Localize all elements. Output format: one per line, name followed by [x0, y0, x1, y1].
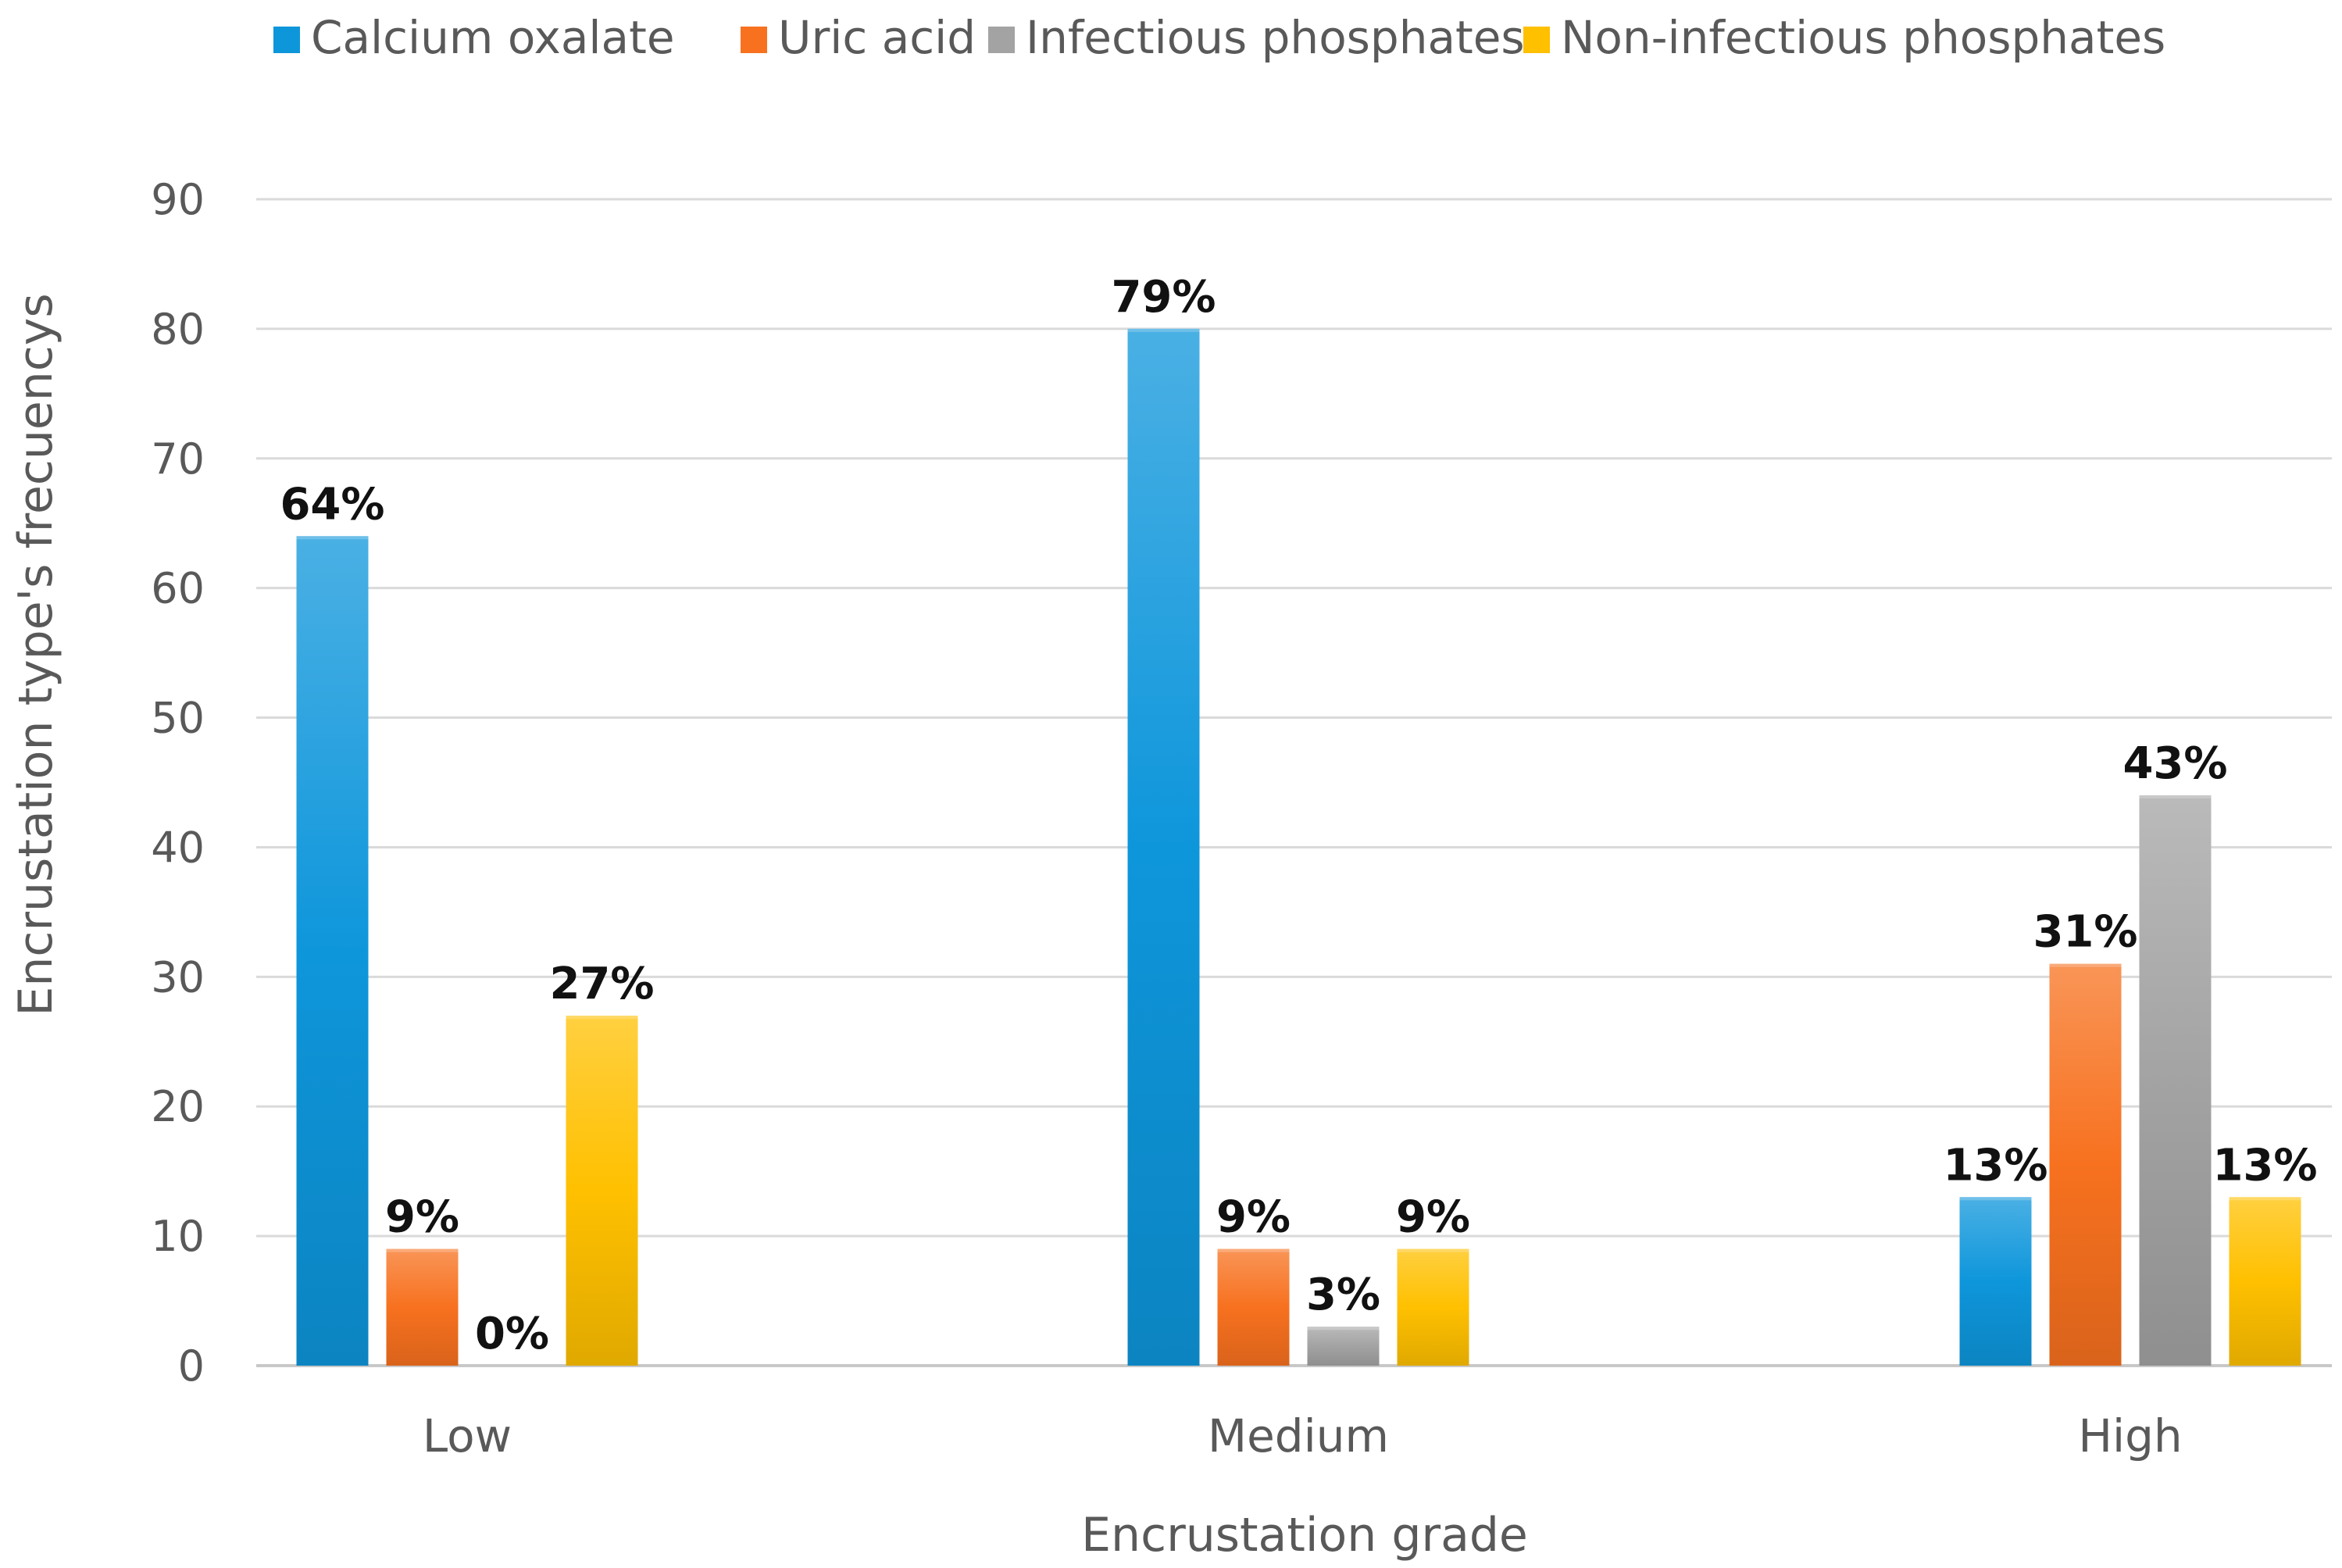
- y-tick-label-70: 70: [151, 434, 205, 484]
- y-axis-title: Encrustation type's frecuencys: [9, 293, 63, 1016]
- bar-medium-non-infectious-phosphates: [1397, 1248, 1469, 1366]
- bar-highlight-low-non-infectious-phosphates: [566, 1016, 638, 1020]
- x-category-label-high: High: [2078, 1409, 2182, 1463]
- y-tick-label-50: 50: [151, 694, 205, 743]
- bar-medium-infectious-phosphates: [1307, 1327, 1380, 1366]
- bar-highlight-low-uric-acid: [386, 1248, 459, 1252]
- bar-low-calcium-oxalate: [296, 536, 369, 1366]
- y-tick-label-40: 40: [151, 823, 205, 872]
- bar-high-infectious-phosphates: [2139, 795, 2212, 1366]
- legend-label-infectious-phosphates: Infectious phosphates: [1026, 11, 1525, 64]
- bar-highlight-high-infectious-phosphates: [2139, 795, 2212, 799]
- data-label-medium-non-infectious-phosphates: 9%: [1396, 1192, 1470, 1243]
- bar-high-uric-acid: [2049, 963, 2122, 1366]
- legend-label-calcium-oxalate: Calcium oxalate: [311, 11, 675, 64]
- bar-highlight-low-calcium-oxalate: [296, 536, 369, 540]
- legend-label-non-infectious-phosphates: Non-infectious phosphates: [1561, 11, 2165, 64]
- data-label-low-non-infectious-phosphates: 27%: [549, 959, 654, 1009]
- legend-swatch-calcium-oxalate: [273, 27, 300, 53]
- legend: Calcium oxalate Uric acid Infectious phosp…: [273, 11, 2165, 64]
- y-tick-label-90: 90: [151, 175, 205, 224]
- bar-highlight-medium-calcium-oxalate: [1127, 328, 1200, 332]
- bars: [296, 328, 2301, 1366]
- x-category-label-low: Low: [423, 1409, 512, 1463]
- bar-high-calcium-oxalate: [1959, 1197, 2032, 1366]
- bar-highlight-medium-non-infectious-phosphates: [1397, 1248, 1469, 1252]
- data-label-medium-infectious-phosphates: 3%: [1306, 1270, 1380, 1320]
- y-tick-label-80: 80: [151, 305, 205, 354]
- bar-medium-calcium-oxalate: [1127, 328, 1200, 1366]
- legend-swatch-infectious-phosphates: [988, 27, 1015, 53]
- bar-highlight-high-calcium-oxalate: [1959, 1197, 2032, 1201]
- data-label-high-calcium-oxalate: 13%: [1943, 1140, 2047, 1191]
- x-axis-title: Encrustation grade: [1081, 1508, 1528, 1563]
- data-label-medium-calcium-oxalate: 79%: [1111, 272, 1216, 323]
- x-axis-labels: Low Medium High: [423, 1409, 2183, 1463]
- y-axis-ticks: 0 10 20 30 40 50 60 70 80 90: [151, 175, 205, 1391]
- data-label-high-uric-acid: 31%: [2033, 907, 2137, 958]
- bar-highlight-high-non-infectious-phosphates: [2229, 1197, 2301, 1201]
- data-label-medium-uric-acid: 9%: [1216, 1192, 1291, 1243]
- bar-highlight-medium-uric-acid: [1217, 1248, 1290, 1252]
- data-label-high-non-infectious-phosphates: 13%: [2212, 1140, 2317, 1191]
- x-category-label-medium: Medium: [1208, 1409, 1389, 1463]
- data-labels: 64% 9% 0% 27% 79% 9% 3% 9% 13% 31% 43% 13%: [280, 272, 2317, 1359]
- bar-highlight-medium-infectious-phosphates: [1307, 1327, 1380, 1330]
- data-label-low-infectious-phosphates: 0%: [475, 1309, 549, 1359]
- bar-low-uric-acid: [386, 1248, 459, 1366]
- legend-swatch-uric-acid: [741, 27, 767, 53]
- y-tick-label-10: 10: [151, 1212, 205, 1261]
- data-label-high-infectious-phosphates: 43%: [2122, 738, 2227, 789]
- legend-label-uric-acid: Uric acid: [778, 11, 976, 64]
- y-tick-label-0: 0: [178, 1341, 205, 1391]
- y-tick-label-60: 60: [151, 564, 205, 613]
- bar-high-non-infectious-phosphates: [2229, 1197, 2301, 1366]
- data-label-low-calcium-oxalate: 64%: [280, 479, 384, 530]
- bar-highlight-high-uric-acid: [2049, 963, 2122, 967]
- legend-swatch-non-infectious-phosphates: [1523, 27, 1550, 53]
- y-tick-label-20: 20: [151, 1082, 205, 1131]
- bar-medium-uric-acid: [1217, 1248, 1290, 1366]
- data-label-low-uric-acid: 9%: [385, 1192, 459, 1243]
- y-tick-label-30: 30: [151, 952, 205, 1002]
- bar-low-non-infectious-phosphates: [566, 1016, 638, 1366]
